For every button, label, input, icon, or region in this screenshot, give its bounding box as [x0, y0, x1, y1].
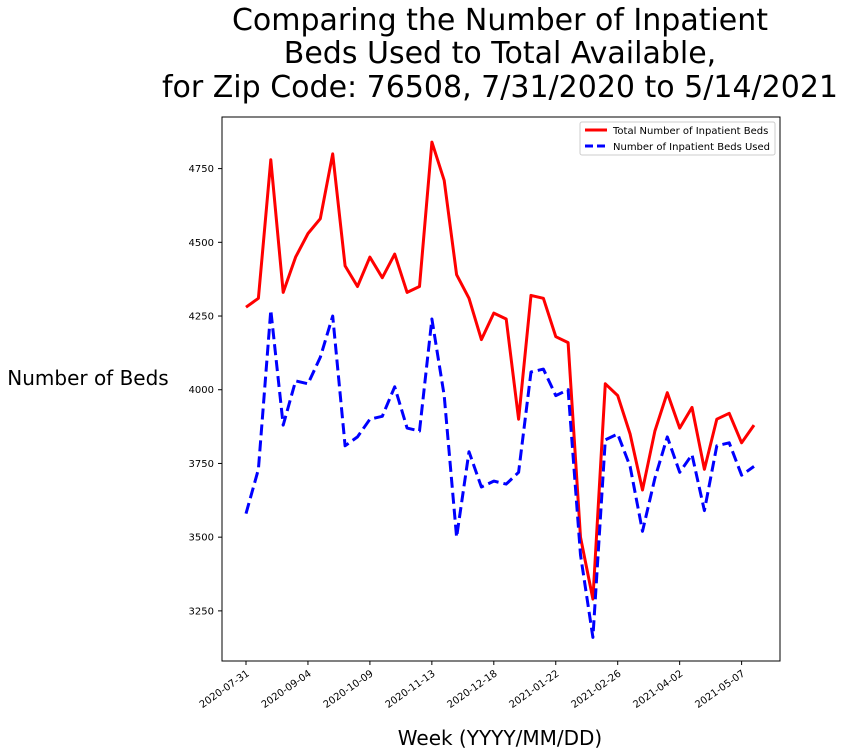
- x-tick-label: 2021-04-02: [631, 668, 685, 710]
- chart-title-line-3: for Zip Code: 76508, 7/31/2020 to 5/14/2…: [162, 70, 838, 105]
- y-tick-label: 4750: [189, 164, 214, 175]
- y-tick-label: 4500: [189, 238, 214, 249]
- y-tick-label: 3750: [189, 459, 214, 470]
- legend-label-used: Number of Inpatient Beds Used: [613, 142, 770, 153]
- series-line-0: [245, 140, 756, 601]
- legend: Total Number of Inpatient Beds Number of…: [579, 121, 776, 156]
- chart-title-line-1: Comparing the Number of Inpatient: [232, 3, 768, 38]
- x-tick-label: 2021-02-26: [570, 668, 624, 710]
- chart-title-line-2: Beds Used to Total Available,: [284, 36, 716, 71]
- x-tick-label: 2020-10-09: [322, 668, 376, 710]
- y-axis: 3250 3500 3750 4000 4250 4500 4750: [189, 164, 222, 617]
- x-tick-label: 2021-01-22: [508, 668, 562, 710]
- x-axis-label: Week (YYYY/MM/DD): [398, 726, 602, 750]
- y-tick-label: 3500: [189, 533, 214, 544]
- x-tick-label: 2020-09-04: [260, 668, 314, 710]
- plot-area: [221, 116, 781, 662]
- legend-box: [579, 121, 776, 156]
- x-tick-label: 2020-07-31: [198, 668, 252, 710]
- y-axis-label: Number of Beds: [7, 366, 168, 390]
- y-tick-label: 4250: [189, 312, 214, 323]
- series-layer: [244, 140, 756, 639]
- y-tick-label: 3250: [189, 606, 214, 617]
- x-tick-label: 2020-11-13: [384, 668, 438, 710]
- x-axis: 2020-07-31 2020-09-04 2020-10-09 2020-11-13…: [198, 661, 747, 711]
- y-tick-label: 4000: [189, 385, 214, 396]
- x-tick-label: 2020-12-18: [446, 668, 500, 710]
- x-tick-label: 2021-05-07: [693, 668, 747, 710]
- legend-label-total: Total Number of Inpatient Beds: [612, 126, 768, 137]
- series-line-1: [244, 308, 755, 639]
